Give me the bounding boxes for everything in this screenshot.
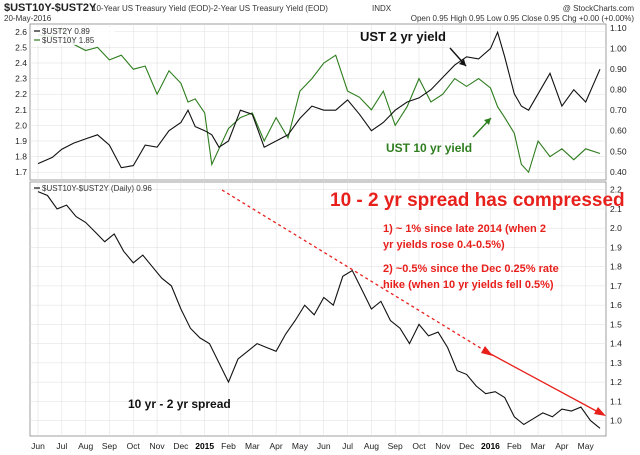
bottom-right-tick-label: 1.8 [610,262,622,272]
top-right-tick-label: 0.90 [610,64,627,74]
spread-title: 10 - 2 yr spread has compressed [330,190,625,211]
bottom-right-tick-label: 1.9 [610,242,622,252]
bottom-right-tick-label: 1.4 [610,339,622,349]
top-left-axis: 1.7 1.8 1.9 2.0 2.1 2.2 2.3 2.4 2.5 2.6 [15,27,27,177]
arrow-ust2y-head [459,59,466,66]
x-tick-label: Sep [388,441,403,451]
top-left-tick-label: 2.6 [15,27,27,37]
x-tick-label: May [578,441,595,451]
trend-arrow-dotted [221,189,488,353]
spread-line [37,191,601,429]
header-exchange: INDX [372,4,392,13]
top-right-tick-label: 1.00 [610,44,627,54]
top-right-tick-label: 0.40 [610,167,627,177]
top-right-tick-label: 0.50 [610,146,627,156]
x-tick-label: Oct [412,441,426,451]
x-tick-label: Dec [459,441,475,451]
top-left-tick-label: 2.5 [15,42,27,52]
bottom-right-tick-label: 1.2 [610,377,622,387]
header-credit: @ StockCharts.com [563,4,635,13]
top-panel-frame [29,23,607,181]
top-legend: $UST2Y 0.89 $UST10Y 1.85 [33,27,115,45]
x-tick-label: Sep [102,441,117,451]
x-tick-label: Mar [245,441,260,451]
top-panel: 1.71.81.92.02.12.22.32.42.52.6 0.400.500… [15,23,627,181]
note2-line1: 2) ~0.5% since the Dec 0.25% rate [383,263,559,275]
annotation-ust2y: UST 2 yr yield [360,29,446,44]
arrow-ust10y-head [484,118,491,125]
x-axis: Jun Jul Aug Sep Oct Nov Dec 2015 Feb Mar Apr May Jun… [31,441,594,451]
trend-arrow-solid-head [594,407,606,416]
top-left-tick-label: 1.7 [15,167,27,177]
note1-line2: yr yields rose 0.4-0.5%) [383,239,505,251]
x-tick-label: Jun [31,441,45,451]
x-tick-label: Jun [317,441,331,451]
x-tick-label: Nov [435,441,451,451]
bottom-right-tick-label: 2.0 [610,223,622,233]
top-left-tick-label: 2.1 [15,105,27,115]
header-symbol: $UST10Y-$UST2Y [4,2,97,14]
x-tick-label: Apr [270,441,283,451]
bottom-right-tick-label: 2.2 [610,185,622,195]
bottom-right-tick-label: 2.1 [610,204,622,214]
bottom-right-tick-label: 1.3 [610,358,622,368]
x-tick-label: Oct [127,441,141,451]
top-left-tick-label: 2.0 [15,120,27,130]
ust10y-line [37,27,601,174]
legend-ust10y: $UST10Y 1.85 [42,36,95,45]
bottom-right-tick-label: 1.7 [610,281,622,291]
top-right-tick-label: 0.70 [610,105,627,115]
x-tick-label: Dec [173,441,189,451]
top-left-tick-label: 2.4 [15,58,27,68]
x-tick-label: Feb [507,441,522,451]
header-ohlc: Open 0.95 High 0.95 Low 0.95 Close 0.95 … [411,14,635,23]
x-tick-label: Aug [78,441,93,451]
trend-arrow-solid [486,351,601,414]
x-tick-label: May [292,441,309,451]
x-tick-label: Jul [56,441,67,451]
top-right-tick-label: 0.60 [610,126,627,136]
legend-ust2y: $UST2Y 0.89 [42,27,90,36]
top-right-tick-label: 0.80 [610,85,627,95]
bottom-right-tick-label: 1.5 [610,319,622,329]
note1-line1: 1) ~ 1% since late 2014 (when 2 [383,223,546,235]
bottom-legend: $UST10Y-$UST2Y (Daily) 0.96 [34,184,152,193]
legend-spread: $UST10Y-$UST2Y (Daily) 0.96 [42,184,152,193]
x-tick-label: Nov [150,441,166,451]
x-tick-label: 2015 [195,441,214,451]
ust2y-line [37,30,601,169]
spread-label: 10 yr - 2 yr spread [128,397,231,411]
x-tick-label: Aug [364,441,379,451]
x-tick-label: Jul [342,441,353,451]
top-right-axis: 0.40 0.50 0.60 0.70 0.80 0.90 1.00 1.10 [610,23,627,177]
top-right-tick-label: 1.10 [610,23,627,33]
bottom-panel: 1.01.11.21.31.41.51.61.71.81.92.02.12.2 … [29,181,625,437]
x-tick-label: 2016 [481,441,500,451]
x-tick-label: Apr [555,441,568,451]
note2-line2: hike (when 10 yr yields fell 0.5%) [383,279,554,291]
top-left-tick-label: 1.9 [15,136,27,146]
bottom-right-axis: 1.0 1.1 1.2 1.3 1.4 1.5 1.6 1.7 1.8 1.9 2.0 2.1 2.2 [610,185,622,426]
top-left-tick-label: 1.8 [15,152,27,162]
x-tick-label: Feb [221,441,236,451]
top-left-tick-label: 2.2 [15,89,27,99]
bottom-panel-frame [29,181,607,437]
top-legend-box [33,27,115,45]
bottom-right-tick-label: 1.0 [610,416,622,426]
header-title: 10-Year US Treasury Yield (EOD)-2-Year U… [92,4,328,13]
bottom-right-tick-label: 1.6 [610,300,622,310]
top-grid [30,24,606,180]
header-date: 20-May-2016 [4,14,52,23]
annotation-ust10y: UST 10 yr yield [386,141,472,155]
top-left-tick-label: 2.3 [15,74,27,84]
x-tick-label: Mar [531,441,546,451]
bottom-right-tick-label: 1.1 [610,396,622,406]
